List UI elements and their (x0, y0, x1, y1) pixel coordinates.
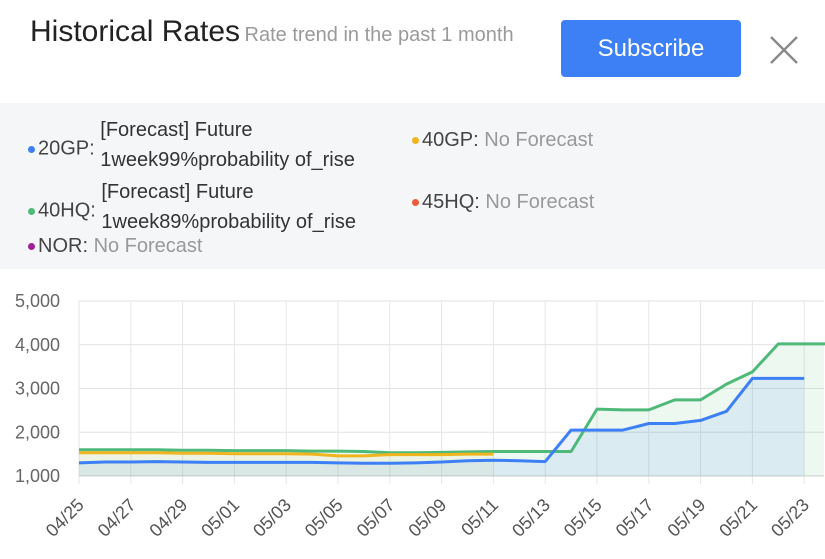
x-tick-label: 05/09 (404, 495, 450, 541)
legend-label-20gp: 20GP: (38, 137, 95, 160)
series-line-20gp (78, 376, 805, 465)
legend-panel: 20GP: [Forecast] Future 1week99%probabil… (0, 103, 825, 269)
x-tick-label: 05/11 (457, 495, 502, 540)
x-tick-label: 05/19 (663, 495, 709, 541)
legend-forecast-line1-40hq: [Forecast] Future (101, 181, 254, 203)
x-tick-label: 05/05 (301, 495, 347, 541)
legend-label-40hq: 40HQ: (38, 199, 96, 222)
x-tick-label: 04/27 (94, 495, 140, 541)
x-tick-label: 05/03 (249, 495, 295, 541)
x-tick-label: 05/07 (353, 495, 399, 541)
legend-dot-nor (28, 243, 35, 251)
x-tick-label: 05/15 (560, 495, 606, 541)
x-tick-label: 05/23 (767, 495, 813, 541)
legend-item-40hq[interactable]: 40HQ: [Forecast] Future 1week89%probabil… (28, 181, 356, 237)
legend-dot-40gp (412, 137, 419, 145)
close-icon[interactable] (768, 34, 800, 66)
series-line-40hq (79, 342, 825, 455)
page-title: Historical Rates (30, 15, 241, 48)
y-tick-label: 2,000 (15, 422, 60, 442)
legend-label-40gp: 40GP: (422, 129, 479, 151)
title-block: Historical Rates Rate trend in the past … (30, 14, 530, 50)
header: Historical Rates Rate trend in the past … (0, 0, 825, 100)
legend-dot-20gp (28, 145, 35, 153)
legend-item-20gp[interactable]: 20GP: [Forecast] Future 1week99%probabil… (28, 119, 355, 175)
series-line-40gp (79, 451, 494, 458)
series-area-40hq (79, 343, 825, 476)
legend-item-40gp[interactable]: 40GP: No Forecast (412, 125, 593, 155)
legend-forecast-line2-40hq: 1week89%probability of_rise (101, 211, 356, 233)
series-area-20gp (79, 378, 805, 476)
legend-value-40gp: No Forecast (484, 129, 594, 151)
y-tick-label: 3,000 (15, 379, 60, 399)
legend-item-45hq[interactable]: 45HQ: No Forecast (412, 187, 594, 217)
rate-chart: 1,000 2,000 3,000 4,000 5,000 04/25 04/27 04/29… (15, 291, 825, 541)
x-tick-label: 05/21 (715, 495, 761, 541)
legend-forecast-20gp: [Forecast] Future 1week99%probability of… (100, 115, 355, 175)
legend-forecast-40hq: [Forecast] Future 1week89%probability of… (101, 177, 356, 237)
y-tick-label: 4,000 (15, 335, 60, 355)
y-tick-label: 1,000 (15, 466, 60, 486)
y-tick-label: 5,000 (15, 291, 60, 311)
legend-value-nor: No Forecast (93, 235, 203, 257)
legend-dot-45hq (412, 199, 419, 207)
legend-label-nor: NOR: (38, 235, 88, 257)
legend-forecast-line1-20gp: [Forecast] Future (100, 119, 253, 141)
x-tick-label: 05/13 (508, 495, 554, 541)
legend-value-45hq: No Forecast (485, 191, 595, 213)
x-tick-label: 04/25 (42, 495, 88, 541)
x-tick-label: 05/01 (197, 495, 243, 541)
legend-dot-40hq (28, 207, 35, 215)
x-tick-label: 04/29 (145, 495, 191, 541)
page-subtitle: Rate trend in the past 1 month (244, 24, 514, 46)
series-area-40gp (79, 452, 494, 476)
legend-item-nor[interactable]: NOR: No Forecast (28, 231, 203, 261)
legend-label-45hq: 45HQ: (422, 191, 480, 213)
x-tick-label: 05/17 (612, 495, 658, 541)
legend-forecast-line2-20gp: 1week99%probability of_rise (100, 149, 355, 171)
subscribe-button[interactable]: Subscribe (561, 20, 741, 77)
